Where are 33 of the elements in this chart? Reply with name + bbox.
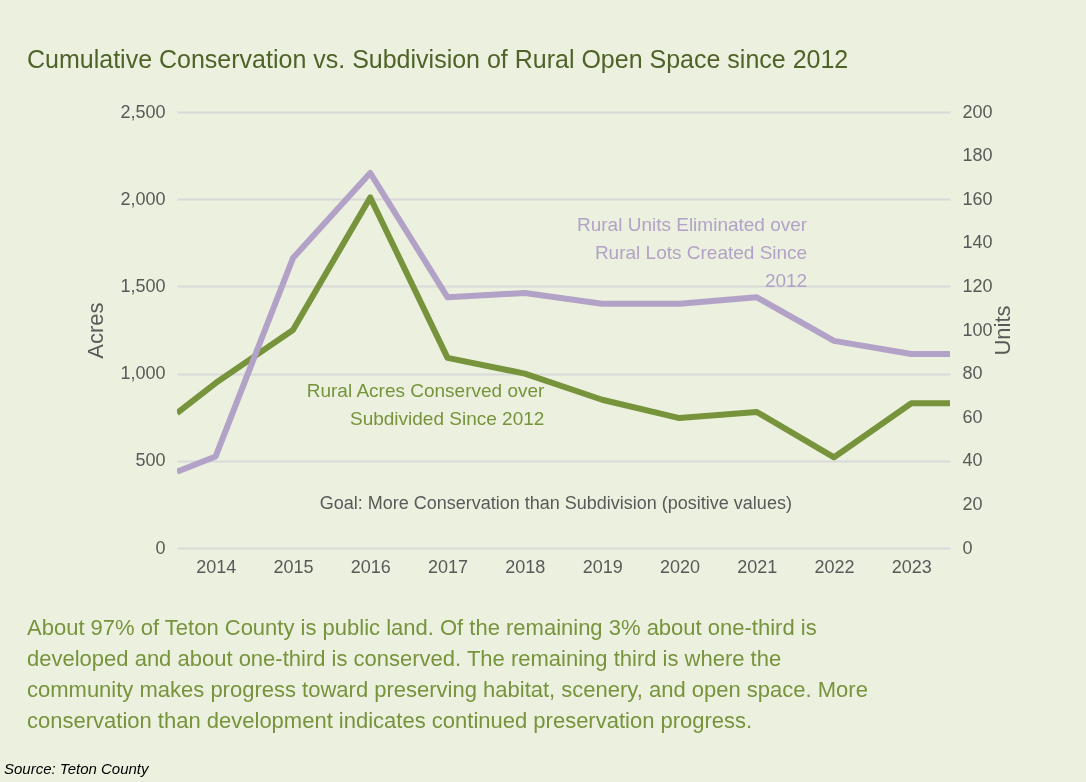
y2-tick-label: 200 <box>962 101 993 122</box>
x-tick-label: 2018 <box>505 556 546 577</box>
y-tick-label: 500 <box>135 450 166 471</box>
y2-tick-label: 120 <box>962 275 993 296</box>
y2-tick-label: 80 <box>962 363 983 384</box>
annotation: Goal: More Conservation than Subdivision (positive values) <box>319 493 792 514</box>
y-axis-title: Acres <box>83 302 109 359</box>
y2-tick-label: 180 <box>962 145 993 166</box>
x-tick-label: 2017 <box>428 556 469 577</box>
source-note: Source: Teton County <box>4 760 151 777</box>
y-tick-label: 2,000 <box>120 188 166 209</box>
x-tick-label: 2023 <box>891 556 932 577</box>
y-tick-label: 1,500 <box>120 275 166 296</box>
y2-tick-label: 140 <box>962 232 993 253</box>
y2-tick-label: 160 <box>962 188 993 209</box>
x-tick-label: 2022 <box>814 556 855 577</box>
y2-tick-label: 40 <box>962 450 983 471</box>
x-tick-label: 2021 <box>737 556 778 577</box>
y-tick-label: 2,500 <box>120 101 166 122</box>
x-tick-label: 2019 <box>582 556 623 577</box>
text: About 97% of Teton County is public land. Of the remaining 3% about one-third is developed and about one-third is conserved. The remaining third is where the community makes progress toward preserving habitat, scenery, and open space. More conservation than development indicates continued preservation progress. <box>27 615 868 733</box>
series-label: Rural Units Eliminated over Rural Lots Created Since 2012 <box>576 214 808 292</box>
x-tick-label: 2020 <box>659 556 700 577</box>
x-tick-label: 2016 <box>350 556 391 577</box>
x-tick-label: 2014 <box>196 556 237 577</box>
series-label: Rural Acres Conserved over Subdivided Since 2012 <box>306 380 546 430</box>
y-tick-label: 1,000 <box>120 363 166 384</box>
y-tick-label: 0 <box>155 537 166 558</box>
chart-title: Cumulative Conservation vs. Subdivision of Rural Open Space since 2012 <box>27 45 849 73</box>
y2-tick-label: 20 <box>962 493 983 514</box>
x-tick-label: 2015 <box>273 556 314 577</box>
y2-tick-label: 0 <box>962 537 973 558</box>
y2-tick-label: 60 <box>962 406 983 427</box>
